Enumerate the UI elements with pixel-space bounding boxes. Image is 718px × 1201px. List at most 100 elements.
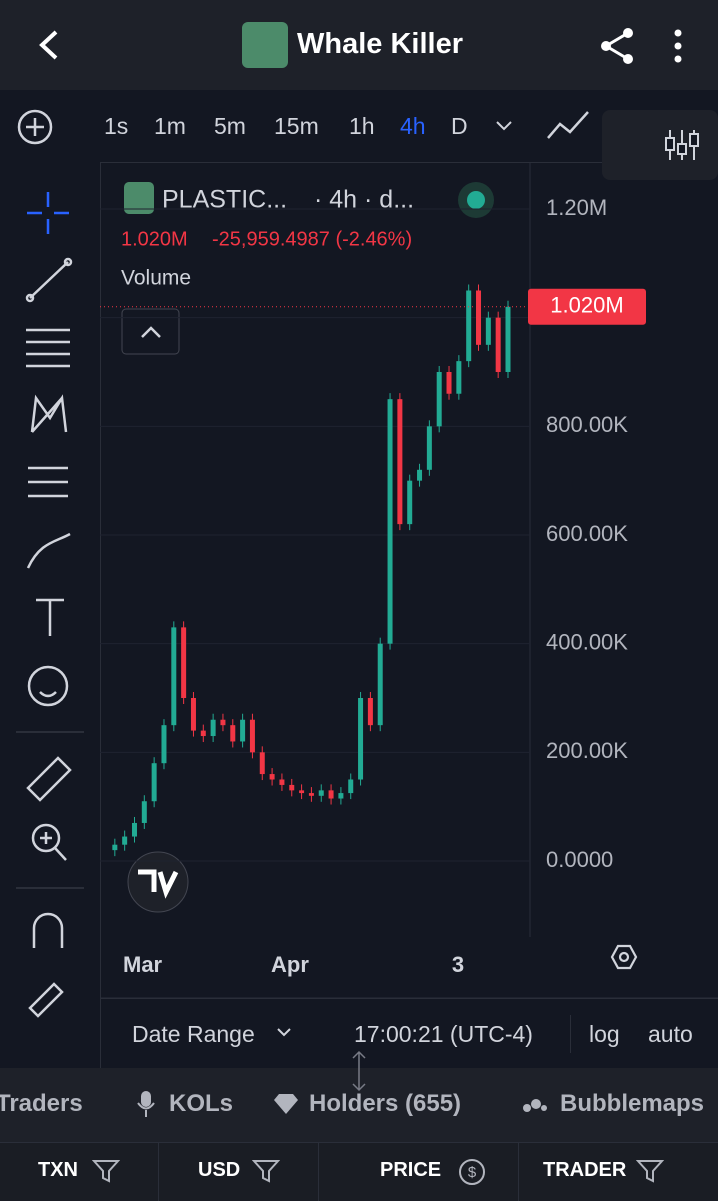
chart-type-button[interactable] [546, 108, 592, 144]
candle-body [259, 752, 265, 775]
column-header: TXN USD PRICE TRADER $ [0, 1142, 718, 1201]
candle-body [289, 784, 295, 791]
candle-body [358, 698, 364, 780]
candle-body [456, 361, 462, 394]
time-label: Mar [123, 952, 163, 977]
bubble-icon [523, 1099, 547, 1112]
add-button[interactable] [16, 108, 54, 146]
candle-body [112, 844, 118, 851]
interval[interactable]: 5m [214, 113, 246, 139]
collapse-button[interactable] [121, 308, 180, 355]
candle-body [308, 793, 314, 796]
column-title[interactable]: TRADER [543, 1159, 627, 1181]
candle-body [485, 317, 491, 345]
log-toggle[interactable]: log [589, 1021, 620, 1047]
y-tick-label: 1.20M [546, 195, 607, 220]
interval-toolbar: 1s 1m 5m 15m 1h 4h D [0, 90, 718, 180]
resize-handle[interactable] [350, 1050, 368, 1092]
candle-body [476, 290, 482, 345]
svg-text:$: $ [468, 1164, 477, 1181]
candle-body [230, 725, 236, 742]
candle-body [161, 725, 167, 764]
diamond-icon [274, 1094, 298, 1114]
app-bar: Whale Killer [0, 0, 718, 90]
date-range[interactable]: Date Range [132, 1021, 255, 1047]
candle-body [495, 317, 501, 372]
token-icon [242, 22, 288, 68]
interval[interactable]: 1m [154, 113, 186, 139]
indicators-icon [665, 130, 699, 160]
usd-icon: $ [459, 1159, 485, 1185]
candle-body [141, 801, 147, 823]
collapse-icon [141, 326, 161, 338]
mic-icon [137, 1091, 155, 1117]
candle-body [190, 698, 196, 731]
legend-icon [124, 182, 154, 214]
candle-body [446, 372, 452, 394]
candle-body [377, 643, 383, 726]
column-title[interactable]: PRICE [380, 1159, 442, 1181]
y-tick-label: 0.0000 [546, 847, 613, 872]
interval[interactable]: 15m [274, 113, 319, 139]
candle-body [397, 399, 403, 525]
menu-button[interactable] [670, 28, 686, 64]
candle-body [387, 399, 393, 644]
y-tick-label: 200.00K [546, 738, 628, 763]
back-button[interactable] [34, 28, 64, 62]
tab-bar: Traders KOLs Holders (655) Bubblemaps [0, 1050, 718, 1142]
candle-body [131, 822, 137, 837]
interval[interactable]: 4h [400, 113, 426, 139]
drawing-toolbar [0, 162, 101, 1068]
candle-body [171, 627, 177, 726]
interval[interactable]: 1h [349, 113, 375, 139]
tv-logo-mark [138, 869, 179, 899]
settings-button[interactable] [610, 944, 638, 970]
candle-body [299, 790, 305, 794]
tab[interactable]: Holders (655) [309, 1090, 462, 1117]
title: Whale Killer [297, 28, 463, 60]
candle-body [210, 719, 216, 737]
candle-body [328, 790, 334, 799]
candle-body [249, 719, 255, 753]
filter-icon [636, 1160, 664, 1183]
filter-icon [252, 1160, 280, 1183]
interval[interactable]: D [451, 113, 468, 139]
tab[interactable]: Bubblemaps [560, 1090, 705, 1117]
auto-toggle[interactable]: auto [648, 1021, 693, 1047]
status-dot [467, 191, 485, 209]
indicator-panel[interactable] [602, 110, 718, 180]
candle-body [417, 469, 423, 481]
date-range-arrow [277, 1028, 291, 1037]
y-tick-label: 800.00K [546, 412, 628, 437]
legend-price: 1.020M [121, 228, 188, 250]
interval[interactable]: 1s [104, 113, 129, 139]
candle-body [240, 719, 246, 742]
chart-footer: Date Range 17:00:21 (UTC-4) log auto [100, 998, 718, 1069]
legend-change: -25,959.4987 (-2.46%) [212, 228, 412, 250]
candle-body [466, 290, 472, 362]
tab[interactable]: Traders [0, 1090, 83, 1117]
candle-body [318, 790, 324, 796]
chart-area: PLASTIC... · 4h · d... 1.020M -25,959.49… [100, 162, 718, 998]
candle-body [181, 627, 187, 698]
column-title[interactable]: TXN [38, 1159, 78, 1181]
candle-body [200, 730, 206, 737]
divider [570, 1015, 571, 1053]
candle-body [348, 779, 354, 794]
candle-body [367, 698, 373, 726]
time-label: Apr [271, 952, 309, 977]
y-tick-label: 400.00K [546, 629, 628, 654]
y-tick-label: 600.00K [546, 521, 628, 546]
candle-body [338, 793, 344, 799]
candle-body [426, 426, 432, 470]
share-button[interactable] [598, 26, 638, 66]
time-label: 3 [452, 952, 464, 977]
interval-dropdown[interactable] [494, 118, 514, 134]
filter-icon [92, 1160, 120, 1183]
candle-body [407, 480, 413, 525]
tab[interactable]: KOLs [169, 1090, 234, 1117]
candle-body [269, 774, 275, 780]
column-title[interactable]: USD [198, 1159, 241, 1181]
tool-icons [16, 192, 84, 1018]
